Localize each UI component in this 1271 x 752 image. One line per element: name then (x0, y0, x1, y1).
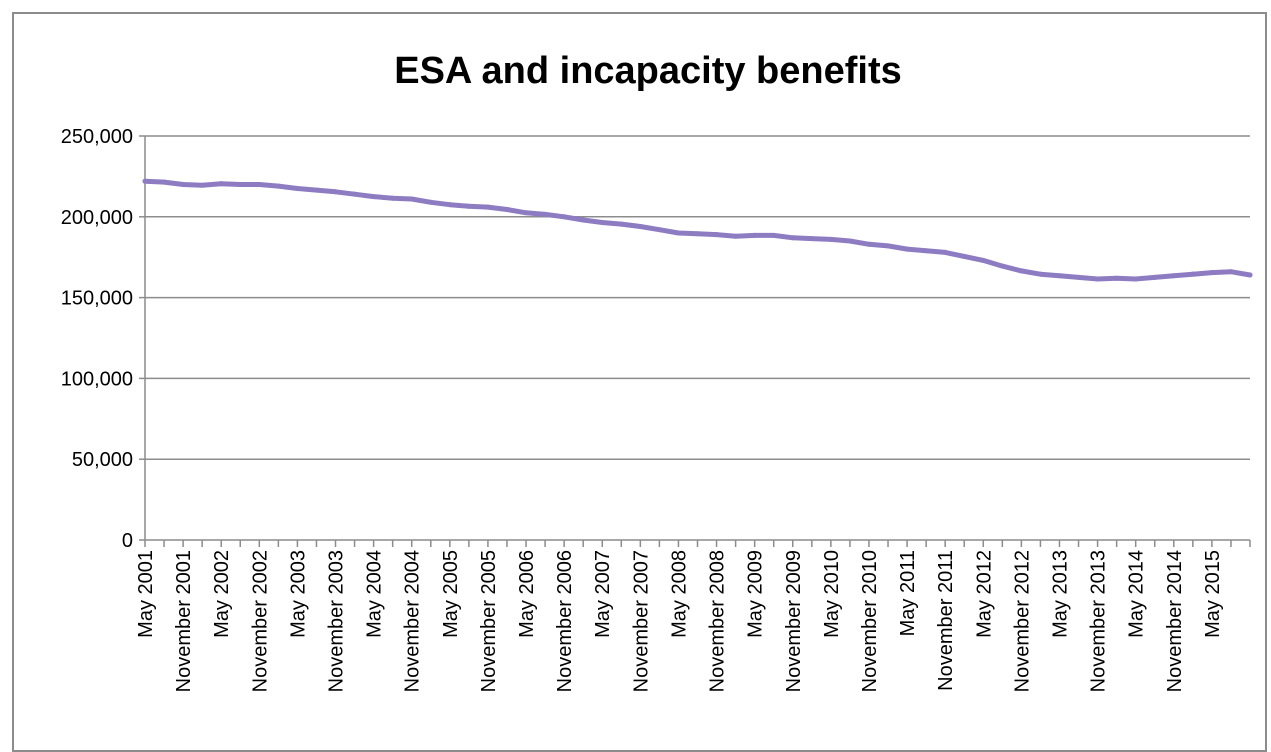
data-point (485, 204, 491, 210)
data-point (752, 232, 758, 238)
data-point (275, 183, 281, 189)
data-point (1076, 274, 1082, 280)
x-tick-label: May 2004 (364, 550, 386, 638)
data-point (866, 241, 872, 247)
data-point (371, 194, 377, 200)
x-tick-label: May 2014 (1126, 550, 1148, 638)
data-point (1095, 276, 1101, 282)
data-point (714, 232, 720, 238)
y-tick-label: 250,000 (61, 126, 133, 148)
data-point (237, 181, 243, 187)
x-tick-label: November 2005 (478, 550, 500, 692)
data-point (313, 187, 319, 193)
data-point (695, 231, 700, 237)
x-tick-label: November 2007 (630, 550, 652, 692)
data-point (352, 191, 358, 197)
data-point (1190, 271, 1196, 277)
y-tick-label: 50,000 (72, 449, 133, 471)
series-line (142, 178, 1253, 282)
data-point (790, 235, 796, 241)
data-point (180, 181, 186, 187)
x-tick-label: May 2012 (973, 550, 995, 638)
x-tick-label: November 2001 (173, 550, 195, 692)
x-tick-label: November 2013 (1088, 550, 1110, 692)
y-tick-label: 150,000 (61, 288, 133, 310)
data-point (390, 195, 396, 201)
x-tick-label: November 2008 (707, 550, 729, 692)
y-tick-label: 0 (122, 530, 133, 552)
data-point (1171, 273, 1177, 279)
data-point (1056, 273, 1062, 279)
data-point (771, 232, 777, 238)
x-tick-label: May 2010 (821, 550, 843, 638)
data-point (885, 243, 891, 249)
data-point (504, 207, 510, 213)
data-point (466, 203, 472, 209)
x-tick-label: November 2011 (935, 550, 957, 691)
data-point (1018, 268, 1024, 274)
data-point (847, 238, 853, 244)
data-point (980, 257, 986, 263)
data-point (999, 263, 1005, 269)
data-point (580, 217, 586, 223)
data-point (218, 181, 224, 187)
data-point (428, 199, 434, 205)
x-tick-label: May 2011 (897, 550, 919, 636)
y-tick-label: 200,000 (61, 207, 133, 229)
x-tick-label: May 2013 (1049, 550, 1071, 638)
data-point (656, 227, 662, 233)
data-point (828, 236, 834, 242)
x-tick-label: November 2014 (1164, 550, 1186, 692)
x-tick-label: May 2007 (592, 550, 614, 638)
x-tick-label: November 2009 (783, 550, 805, 692)
data-point (333, 189, 339, 195)
data-point (1228, 269, 1234, 275)
x-tick-label: November 2004 (402, 550, 424, 692)
data-point (637, 223, 643, 229)
data-point (1114, 275, 1120, 281)
chart-title: ESA and incapacity benefits (394, 50, 902, 92)
data-point (199, 182, 205, 188)
data-point (1037, 271, 1043, 277)
x-tick-label: May 2008 (668, 550, 690, 638)
x-tick-label: May 2002 (211, 550, 233, 638)
data-point (733, 233, 739, 239)
x-tick-label: May 2005 (440, 550, 462, 638)
x-tick-label: November 2006 (554, 550, 576, 692)
data-point (1152, 274, 1158, 280)
x-tick-label: May 2006 (516, 550, 538, 638)
data-point (409, 196, 415, 202)
data-point (161, 179, 167, 185)
x-tick-label: May 2015 (1202, 550, 1224, 638)
data-point (942, 249, 948, 255)
x-tick-label: November 2012 (1011, 550, 1033, 692)
data-point (1247, 272, 1253, 278)
x-tick-label: May 2009 (745, 550, 767, 638)
y-tick-label: 100,000 (61, 368, 133, 390)
data-point (294, 186, 300, 192)
data-point (523, 210, 529, 216)
data-point (561, 214, 567, 220)
data-point (447, 202, 453, 208)
data-point (142, 178, 148, 184)
x-tick-label: November 2010 (859, 550, 881, 692)
data-point (961, 253, 967, 259)
data-point (618, 221, 624, 227)
data-point (1209, 270, 1215, 276)
data-point (675, 230, 681, 236)
data-point (599, 219, 605, 225)
data-point (256, 181, 262, 187)
data-point (904, 246, 910, 252)
x-tick-label: May 2003 (287, 550, 309, 638)
data-point (542, 211, 548, 217)
x-tick-label: November 2002 (249, 550, 271, 692)
x-tick-label: May 2001 (135, 550, 157, 638)
data-point (1133, 276, 1139, 282)
data-point (923, 248, 929, 254)
data-point (809, 236, 815, 242)
x-tick-label: November 2003 (326, 550, 348, 692)
